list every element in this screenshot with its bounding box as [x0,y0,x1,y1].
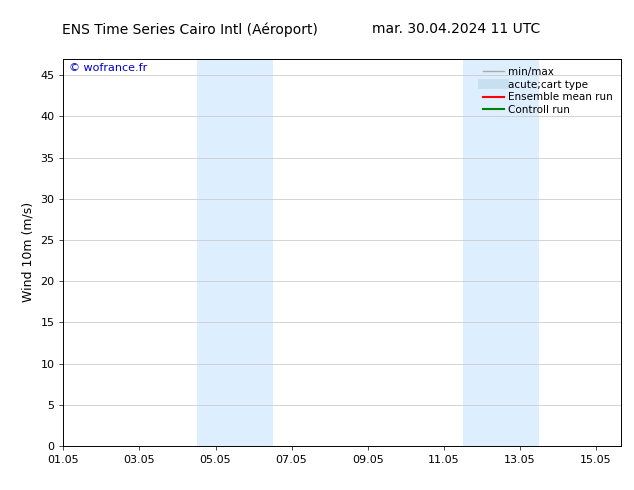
Bar [197,59,273,446]
Legend: min/max, acute;cart type, Ensemble mean run, Controll run: min/max, acute;cart type, Ensemble mean … [480,64,616,118]
Bar [463,59,539,446]
Text: ENS Time Series Cairo Intl (Aéroport): ENS Time Series Cairo Intl (Aéroport) [62,22,318,37]
Text: © wofrance.fr: © wofrance.fr [69,63,147,73]
Text: mar. 30.04.2024 11 UTC: mar. 30.04.2024 11 UTC [372,22,541,36]
Y-axis label: Wind 10m (m/s): Wind 10m (m/s) [22,202,35,302]
